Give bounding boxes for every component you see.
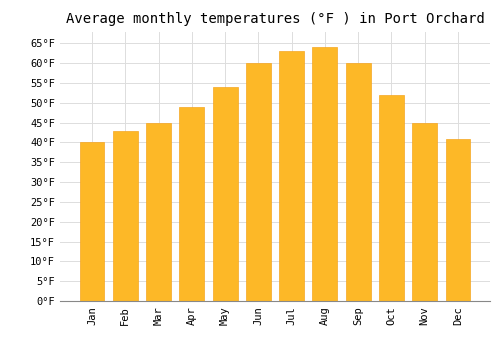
Bar — [379, 95, 404, 301]
Bar — [446, 139, 470, 301]
Bar — [312, 47, 338, 301]
Bar — [212, 87, 238, 301]
Bar — [113, 131, 138, 301]
Bar — [180, 107, 204, 301]
Bar — [412, 122, 437, 301]
Bar — [80, 142, 104, 301]
Title: Average monthly temperatures (°F ) in Port Orchard: Average monthly temperatures (°F ) in Po… — [66, 12, 484, 26]
Bar — [146, 122, 171, 301]
Bar — [246, 63, 271, 301]
Bar — [346, 63, 370, 301]
Bar — [279, 51, 304, 301]
